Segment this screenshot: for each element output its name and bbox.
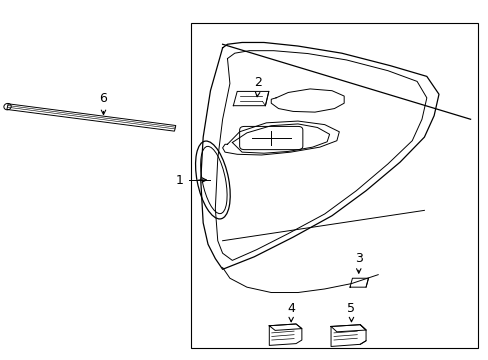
Text: 3: 3 [354, 252, 362, 265]
Bar [191, 23, 477, 348]
Text: 1: 1 [176, 174, 183, 186]
Text: 5: 5 [347, 302, 355, 315]
Text: 4: 4 [286, 302, 295, 315]
Text: 2: 2 [253, 76, 261, 89]
Text: 6: 6 [100, 92, 107, 105]
